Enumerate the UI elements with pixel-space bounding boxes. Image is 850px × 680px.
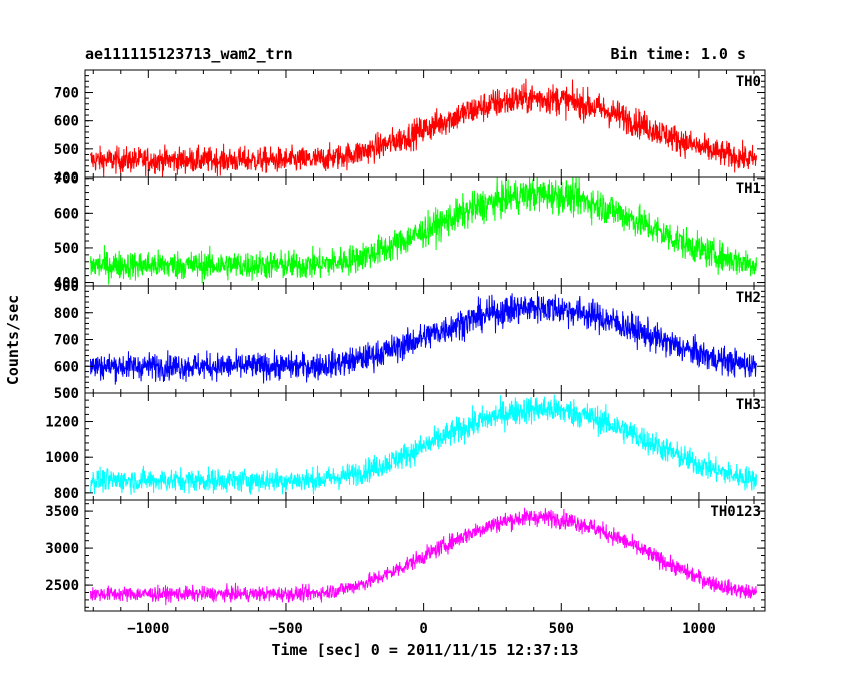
y-tick-label: 500 [54,241,79,257]
x-axis-label: Time [sec] 0 = 2011/11/15 12:37:13 [271,641,578,659]
x-tick-label: −1000 [127,621,169,637]
y-tick-label: 600 [54,359,79,375]
panel-label-th1: TH1 [736,181,761,197]
series-line-th1 [90,177,757,285]
panels-group: 400 500 600 700 TH0 400 500 600 700 TH1 500 600 700 8… [45,69,766,612]
series-line-th0 [90,78,757,177]
y-tick-label: 700 [54,333,79,349]
chart-title-left: ae111115123713_wam2_trn [85,45,293,63]
panel-th1: 400 500 600 700 TH1 [54,172,766,292]
panel-th0123: 2500 3000 3500 TH0123 [45,499,766,612]
panel-label-th0123: TH0123 [710,504,761,520]
y-tick-label: 400 [54,276,79,292]
y-tick-label: 700 [54,172,79,188]
y-tick-label: 1200 [45,415,79,431]
y-tick-label: 800 [54,486,79,502]
series-line-th0123 [90,507,757,606]
y-tick-label: 500 [54,142,79,158]
panel-label-th0: TH0 [736,74,761,90]
y-tick-label: 600 [54,114,79,130]
x-tick-label: 0 [419,621,427,637]
y-tick-label: 800 [54,306,79,322]
y-tick-label: 2500 [45,578,79,594]
x-tick-label: −500 [269,621,303,637]
panel-th0: 400 500 600 700 TH0 [54,69,766,186]
panel-label-th3: TH3 [736,397,761,413]
y-tick-label: 3500 [45,504,79,520]
panel-th2: 500 600 700 800 900 TH2 [54,279,766,402]
x-tick-label: 1000 [682,621,716,637]
series-line-th2 [90,290,757,385]
y-tick-label: 900 [54,279,79,295]
x-axis: −1000 −500 0 500 1000 [127,621,716,637]
y-tick-label: 700 [54,86,79,102]
x-tick-label: 500 [549,621,574,637]
y-tick-label: 500 [54,386,79,402]
y-tick-label: 3000 [45,541,79,557]
y-tick-label: 1000 [45,450,79,466]
y-axis-label: Counts/sec [4,295,22,385]
panel-label-th2: TH2 [736,290,761,306]
series-line-th3 [90,394,757,496]
y-tick-label: 400 [54,170,79,186]
chart-title-right: Bin time: 1.0 s [611,45,746,63]
panel-th3: 800 1000 1200 TH3 [45,392,766,502]
y-tick-label: 600 [54,206,79,222]
